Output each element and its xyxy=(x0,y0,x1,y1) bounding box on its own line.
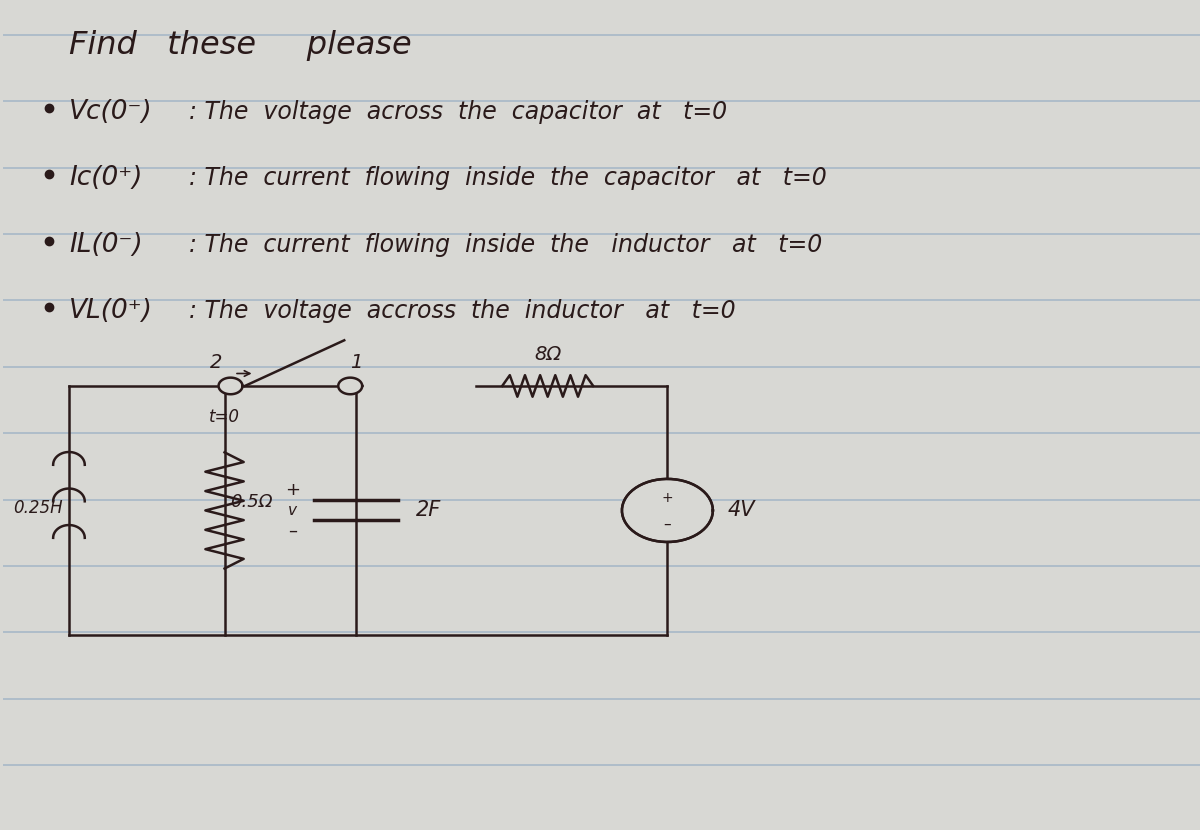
Circle shape xyxy=(218,378,242,394)
Circle shape xyxy=(624,481,710,540)
Text: 1: 1 xyxy=(350,354,362,372)
Text: 4V: 4V xyxy=(727,500,755,520)
Text: 0.5Ω: 0.5Ω xyxy=(230,493,274,511)
Text: : The  voltage  across  the  capacitor  at   t=0: : The voltage across the capacitor at t=… xyxy=(188,100,727,124)
Circle shape xyxy=(338,378,362,394)
Text: 0.25H: 0.25H xyxy=(13,499,62,517)
Text: : The  voltage  accross  the  inductor   at   t=0: : The voltage accross the inductor at t=… xyxy=(188,300,736,323)
Text: Ic(0⁺): Ic(0⁺) xyxy=(68,165,143,192)
Text: : The  current  flowing  inside  the   inductor   at   t=0: : The current flowing inside the inducto… xyxy=(188,233,822,256)
Text: Find   these     please: Find these please xyxy=(68,30,412,61)
Text: Vc(0⁻): Vc(0⁻) xyxy=(68,99,152,125)
Text: v: v xyxy=(288,503,298,518)
Text: 2F: 2F xyxy=(416,500,442,520)
Text: +: + xyxy=(286,481,300,499)
Text: : The  current  flowing  inside  the  capacitor   at   t=0: : The current flowing inside the capacit… xyxy=(188,167,827,190)
Text: –: – xyxy=(664,517,671,532)
Circle shape xyxy=(340,378,361,393)
Text: t=0: t=0 xyxy=(209,408,240,427)
Text: +: + xyxy=(661,491,673,505)
Text: 2: 2 xyxy=(210,354,222,372)
Text: VL(0⁺): VL(0⁺) xyxy=(68,298,152,325)
Text: 8Ω: 8Ω xyxy=(534,345,562,364)
Circle shape xyxy=(220,378,241,393)
Text: IL(0⁻): IL(0⁻) xyxy=(68,232,143,258)
Text: –: – xyxy=(288,522,298,540)
